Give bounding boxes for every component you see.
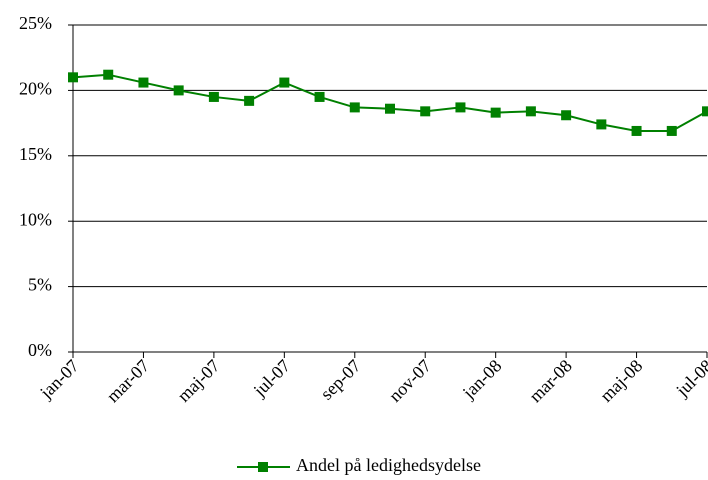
point-marker xyxy=(490,107,501,118)
x-tick-label: maj-07 xyxy=(173,356,223,406)
x-tick-label: jul-07 xyxy=(249,356,294,401)
y-tick-label: 25% xyxy=(19,13,52,33)
y-tick-label: 15% xyxy=(19,144,52,164)
point-marker xyxy=(455,102,466,113)
y-tick-label: 10% xyxy=(19,209,52,229)
point-marker xyxy=(208,91,219,102)
point-marker xyxy=(138,77,149,88)
x-tick-label: jul-08 xyxy=(671,356,708,401)
x-tick-label: nov-07 xyxy=(385,356,435,406)
point-marker xyxy=(103,69,114,80)
point-marker xyxy=(420,106,431,117)
x-tick-label: jan-07 xyxy=(35,356,82,403)
point-marker xyxy=(596,119,607,130)
point-marker xyxy=(68,72,78,83)
point-marker xyxy=(702,106,708,117)
x-tick-label: sep-07 xyxy=(316,356,364,404)
point-marker xyxy=(349,102,360,113)
y-tick-label: 0% xyxy=(28,340,52,360)
series-line xyxy=(72,73,708,132)
legend-marker xyxy=(258,462,268,472)
point-marker xyxy=(173,85,184,96)
legend-label: Andel på ledighedsydelse xyxy=(296,455,481,475)
x-tick-label: jan-08 xyxy=(458,356,505,403)
point-marker xyxy=(561,110,572,121)
point-marker xyxy=(279,77,290,88)
y-tick-label: 20% xyxy=(19,79,52,99)
y-tick-label: 5% xyxy=(28,275,52,295)
x-tick-label: maj-08 xyxy=(596,356,646,406)
x-tick-label: mar-08 xyxy=(525,356,576,407)
point-marker xyxy=(314,91,325,102)
point-marker xyxy=(666,125,677,136)
point-marker xyxy=(385,103,395,114)
point-marker xyxy=(244,95,255,106)
point-marker xyxy=(525,106,536,117)
x-tick-label: mar-07 xyxy=(103,356,154,407)
point-marker xyxy=(631,125,642,136)
